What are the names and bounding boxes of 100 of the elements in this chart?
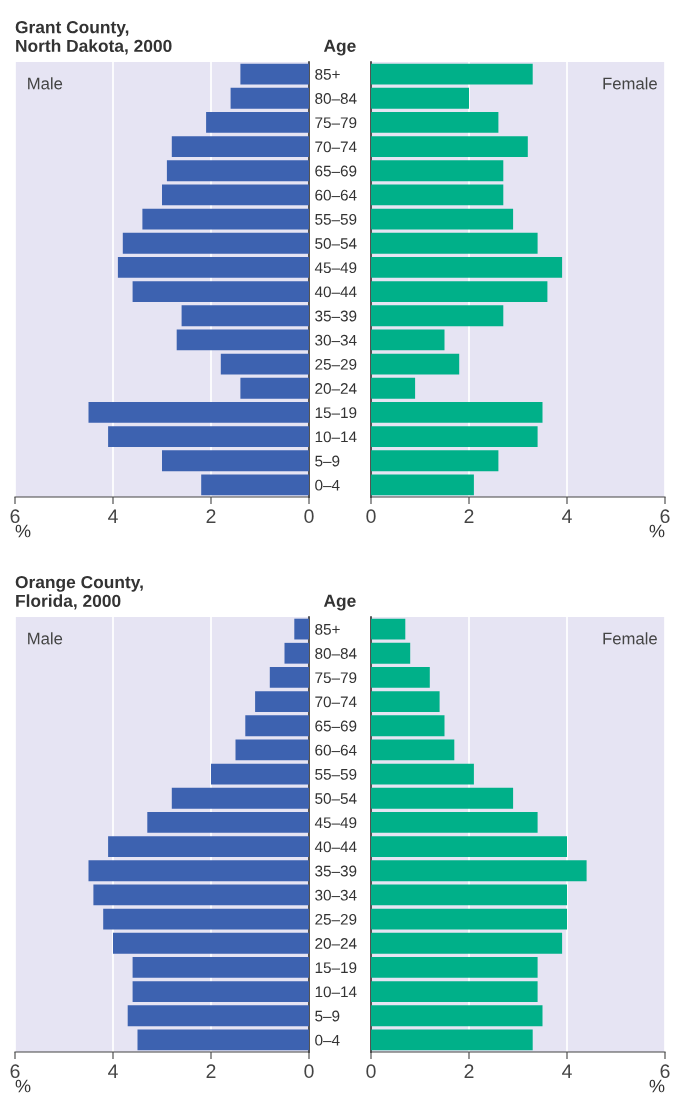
y-tick-label: 75–79 xyxy=(315,672,357,684)
x-tick-label: 0 xyxy=(366,509,376,524)
bar xyxy=(230,87,309,109)
y-tick-label: 35–39 xyxy=(315,310,357,322)
bar xyxy=(371,474,474,496)
bar xyxy=(171,136,309,157)
bar xyxy=(220,353,309,375)
bar xyxy=(211,763,309,785)
y-tick-label: 85+ xyxy=(315,68,340,80)
x-tick-label: 0 xyxy=(304,1064,314,1079)
y-tick-label: 20–24 xyxy=(315,383,357,394)
bar xyxy=(371,232,538,254)
bar xyxy=(132,981,309,1002)
x-tick-label: 6 xyxy=(10,1064,20,1079)
bar xyxy=(88,402,309,423)
bar xyxy=(117,257,309,278)
bar xyxy=(371,450,499,472)
y-tick-label: 35–39 xyxy=(315,865,357,877)
y-axis-title: Age xyxy=(323,594,356,611)
bar xyxy=(142,208,309,230)
bar xyxy=(147,812,309,833)
y-tick-label: 10–14 xyxy=(315,986,357,998)
bar xyxy=(371,281,548,302)
bar xyxy=(235,739,309,761)
x-tick-label: 4 xyxy=(108,1064,118,1078)
x-tick-label: 0 xyxy=(366,1064,376,1079)
x-tick-label: 6 xyxy=(10,509,20,524)
bar xyxy=(371,160,504,182)
bar xyxy=(284,642,309,664)
x-tick-label: 6 xyxy=(660,1064,670,1079)
y-tick-label: 85+ xyxy=(315,623,340,635)
y-tick-label: 65–69 xyxy=(315,165,357,177)
x-tick-label: 2 xyxy=(464,1064,474,1078)
y-tick-label: 15–19 xyxy=(315,407,357,419)
bar xyxy=(113,932,309,954)
x-axis-title: % xyxy=(15,1079,31,1093)
y-tick-label: 25–29 xyxy=(315,358,357,370)
bar xyxy=(371,87,469,109)
bar xyxy=(176,329,309,351)
y-tick-label: 0–4 xyxy=(315,1034,340,1046)
y-tick-label: 30–34 xyxy=(315,334,357,346)
bar xyxy=(371,305,504,327)
y-tick-label: 75–79 xyxy=(315,117,357,129)
x-tick-label: 4 xyxy=(562,509,572,523)
bar xyxy=(371,1029,533,1051)
y-tick-label: 50–54 xyxy=(315,793,357,804)
bar xyxy=(371,691,440,712)
bar xyxy=(371,957,538,978)
bar xyxy=(245,715,309,737)
x-tick-label: 4 xyxy=(108,509,118,523)
y-tick-label: 0–4 xyxy=(315,479,340,491)
bar xyxy=(371,812,538,833)
y-tick-label: 55–59 xyxy=(315,213,357,225)
bar xyxy=(108,836,309,857)
bar xyxy=(371,787,514,809)
x-tick-label: 2 xyxy=(206,509,216,523)
bar xyxy=(240,63,309,85)
bar xyxy=(371,667,430,688)
annotation: Male xyxy=(28,77,63,90)
y-tick-label: 15–19 xyxy=(315,962,357,974)
x-tick-label: 2 xyxy=(206,1064,216,1078)
bar xyxy=(137,1029,309,1051)
bar xyxy=(103,908,309,930)
bar xyxy=(93,884,309,906)
bar xyxy=(371,184,504,206)
y-tick-label: 20–24 xyxy=(315,938,357,949)
bar xyxy=(127,1005,309,1027)
bar xyxy=(371,763,474,785)
bar xyxy=(171,787,309,809)
bar xyxy=(162,184,309,206)
bar xyxy=(132,281,309,302)
bar xyxy=(162,450,309,472)
bar xyxy=(294,618,309,640)
x-tick-label: 6 xyxy=(660,509,670,524)
y-tick-label: 65–69 xyxy=(315,720,357,732)
y-tick-label: 45–49 xyxy=(314,262,357,274)
bar xyxy=(371,981,538,1002)
y-tick-label: 70–74 xyxy=(315,696,357,708)
y-tick-label: 40–44 xyxy=(314,286,357,298)
bar xyxy=(166,160,309,182)
y-tick-label: 25–29 xyxy=(315,913,357,925)
y-tick-label: 55–59 xyxy=(315,768,357,780)
y-tick-label: 50–54 xyxy=(315,238,357,249)
x-axis-title: % xyxy=(649,524,665,538)
bar xyxy=(255,691,309,712)
y-tick-label: 30–34 xyxy=(315,889,357,901)
y-tick-label: 80–84 xyxy=(315,648,357,659)
bar xyxy=(371,618,406,640)
bar xyxy=(371,884,567,906)
y-tick-label: 45–49 xyxy=(314,817,357,829)
bar xyxy=(371,208,514,230)
x-tick-label: 0 xyxy=(304,509,314,524)
chart-title: Orange County, Florida, 2000 xyxy=(15,575,143,610)
annotation: Male xyxy=(28,632,63,645)
bar xyxy=(371,377,416,399)
bar xyxy=(371,329,445,351)
bar xyxy=(371,715,445,737)
y-tick-label: 5–9 xyxy=(315,1010,340,1022)
x-axis-title: % xyxy=(649,1079,665,1093)
chart-title: Grant County, North Dakota, 2000 xyxy=(15,21,172,55)
